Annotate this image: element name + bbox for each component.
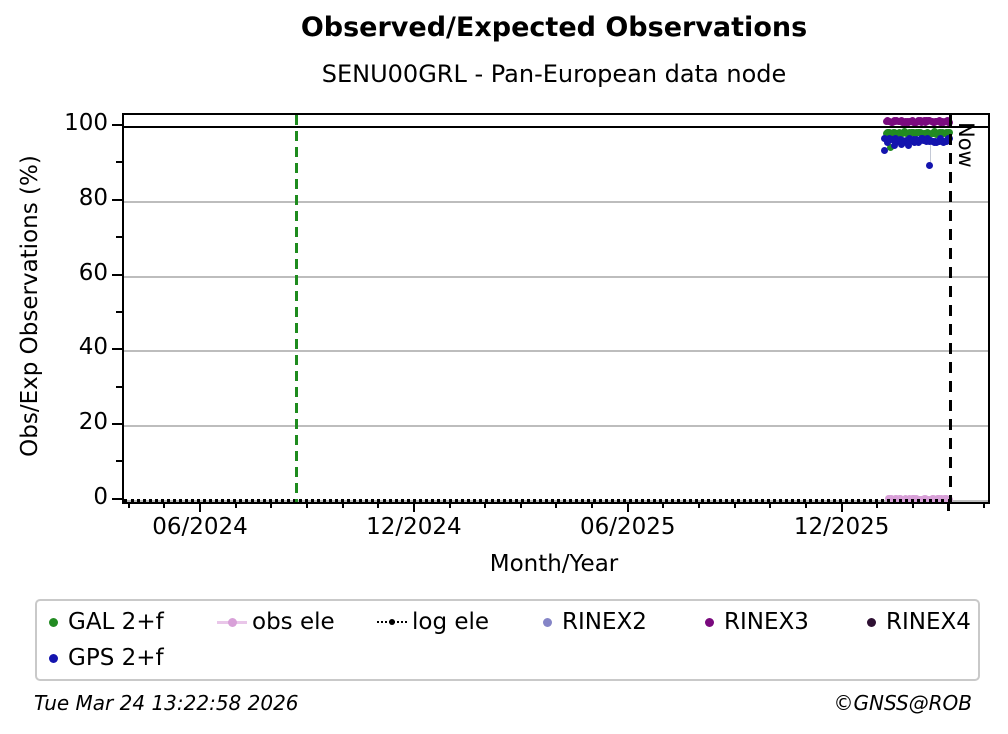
x-minor-tick — [733, 502, 736, 508]
y-tick-label: 20 — [78, 409, 108, 436]
legend-label: GAL 2+f — [68, 609, 164, 635]
legend-item-rinex2: RINEX2 — [539, 607, 647, 637]
x-minor-tick — [662, 502, 665, 508]
data-point — [881, 147, 889, 155]
x-minor-tick — [769, 502, 772, 508]
data-point — [926, 162, 934, 170]
reference-line-100 — [124, 125, 988, 128]
x-minor-tick — [127, 502, 130, 508]
legend-item-log-ele: log ele — [377, 607, 489, 637]
legend-label: GPS 2+f — [68, 645, 164, 671]
x-major-tick — [840, 502, 843, 512]
legend-label: RINEX2 — [562, 609, 647, 635]
legend-item-rinex3: RINEX3 — [701, 607, 809, 637]
y-tick-label: 60 — [78, 259, 108, 286]
legend-item-gps-2f: GPS 2+f — [45, 643, 164, 673]
x-minor-tick — [163, 502, 166, 508]
event-line — [295, 115, 299, 502]
plot-area — [122, 113, 990, 504]
footer-timestamp: Tue Mar 24 13:22:58 2026 — [34, 691, 299, 715]
x-minor-tick — [270, 502, 273, 508]
legend-item-rinex4: RINEX4 — [863, 607, 971, 637]
gridline — [124, 425, 988, 428]
connector-line — [929, 141, 931, 166]
y-minor-tick — [116, 161, 122, 164]
data-point — [891, 142, 899, 150]
x-minor-tick — [947, 502, 950, 508]
x-minor-tick — [698, 502, 701, 508]
y-tick-label: 100 — [64, 109, 108, 136]
y-minor-tick — [116, 460, 122, 463]
x-minor-tick — [341, 502, 344, 508]
x-tick-label: 06/2024 — [152, 514, 248, 540]
y-major-tick — [112, 423, 122, 426]
x-minor-tick — [234, 502, 237, 508]
y-major-tick — [112, 497, 122, 500]
x-tick-label: 06/2025 — [580, 514, 676, 540]
gps-dot-icon — [45, 649, 63, 667]
legend-label: obs ele — [252, 609, 335, 635]
x-major-tick — [199, 502, 202, 512]
y-tick-label: 0 — [93, 483, 108, 510]
legend-box: GAL 2+f obs ele log ele RINEX2 RINEX3 RI… — [35, 599, 980, 681]
y-tick-label: 40 — [78, 334, 108, 361]
now-line-label: Now — [953, 122, 978, 168]
data-point — [905, 142, 912, 150]
y-tick-label: 80 — [78, 184, 108, 211]
x-minor-tick — [448, 502, 451, 508]
x-minor-tick — [555, 502, 558, 508]
x-tick-label: 12/2025 — [793, 514, 890, 540]
footer-credit: ©GNSS@ROB — [833, 691, 973, 715]
x-axis-label: Month/Year — [489, 551, 619, 577]
data-point — [887, 144, 895, 152]
chart-subtitle: SENU00GRL - Pan-European data node — [321, 60, 787, 88]
x-minor-tick — [305, 502, 308, 508]
gridline — [124, 200, 988, 203]
x-minor-tick — [805, 502, 807, 508]
obs-ele-line-dot-icon — [217, 613, 247, 631]
x-minor-tick — [484, 502, 487, 508]
y-minor-tick — [116, 310, 122, 313]
gridline — [124, 350, 988, 353]
chart-title: Observed/Expected Observations — [300, 12, 808, 43]
legend-label: log ele — [412, 609, 490, 635]
rinex3-dot-icon — [701, 613, 719, 631]
y-minor-tick — [116, 236, 122, 239]
legend-item-obs-ele: obs ele — [217, 607, 335, 637]
rinex4-dot-icon — [863, 613, 881, 631]
log-ele-dotted-line-icon — [377, 613, 407, 631]
now-line — [949, 115, 953, 502]
x-minor-tick — [377, 502, 380, 508]
x-major-tick — [626, 502, 629, 512]
y-major-tick — [112, 348, 122, 351]
legend-label: RINEX4 — [886, 609, 971, 635]
x-minor-tick — [519, 502, 522, 508]
x-minor-tick — [983, 502, 986, 508]
x-minor-tick — [591, 502, 594, 508]
y-minor-tick — [116, 385, 122, 388]
x-minor-tick — [876, 502, 879, 508]
x-tick-label: 12/2024 — [366, 514, 462, 540]
data-point — [898, 140, 906, 148]
rinex2-dot-icon — [539, 613, 557, 631]
log-ele-zero-line — [124, 498, 951, 502]
gridline — [124, 275, 988, 278]
x-major-tick — [412, 502, 415, 512]
y-major-tick — [112, 198, 122, 201]
y-major-tick — [112, 123, 122, 126]
x-minor-tick — [911, 502, 914, 508]
legend-item-gal-2f: GAL 2+f — [45, 607, 164, 637]
y-major-tick — [112, 273, 122, 276]
legend-label: RINEX3 — [724, 609, 809, 635]
gal-dot-icon — [45, 613, 63, 631]
